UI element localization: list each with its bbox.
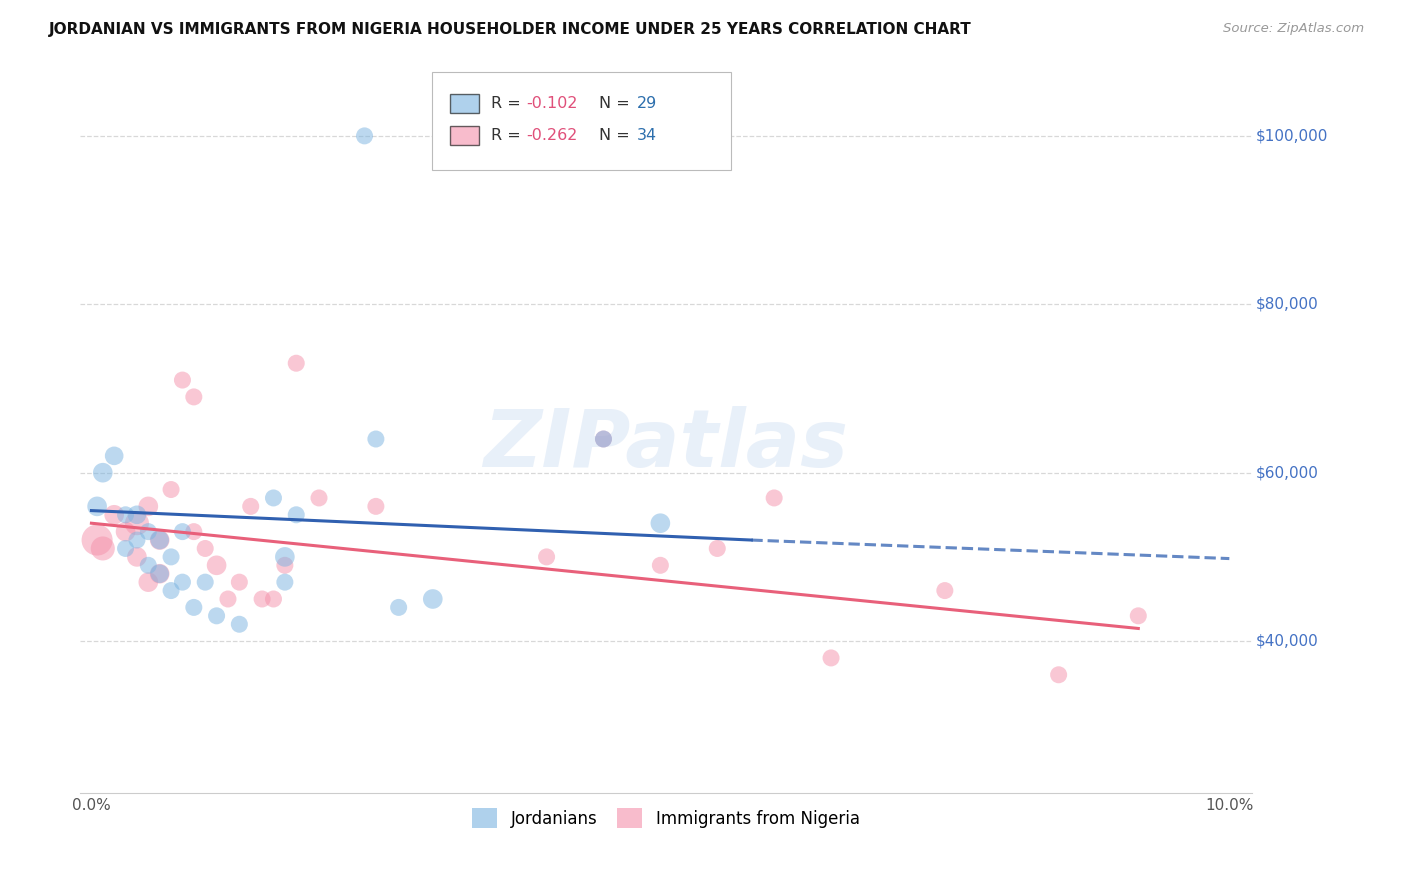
Point — [194, 541, 217, 556]
Point — [114, 541, 136, 556]
Text: ZIPatlas: ZIPatlas — [484, 406, 849, 484]
Point — [353, 128, 375, 143]
Point — [650, 558, 672, 573]
Text: $60,000: $60,000 — [1256, 466, 1319, 480]
Point — [136, 575, 159, 590]
FancyBboxPatch shape — [432, 72, 731, 169]
Text: -0.262: -0.262 — [527, 128, 578, 144]
Point — [592, 432, 614, 446]
Text: -0.102: -0.102 — [527, 95, 578, 111]
Point — [536, 549, 558, 564]
Point — [1128, 608, 1150, 623]
Point — [706, 541, 728, 556]
Text: $100,000: $100,000 — [1256, 128, 1329, 144]
Point — [364, 432, 387, 446]
FancyBboxPatch shape — [450, 94, 478, 112]
Text: N =: N = — [599, 95, 636, 111]
Point — [149, 533, 172, 547]
Point — [125, 549, 148, 564]
Point — [114, 508, 136, 522]
Point — [183, 600, 205, 615]
Point — [285, 356, 308, 370]
Point — [183, 390, 205, 404]
Point — [86, 500, 108, 514]
Point — [388, 600, 411, 615]
Text: JORDANIAN VS IMMIGRANTS FROM NIGERIA HOUSEHOLDER INCOME UNDER 25 YEARS CORRELATI: JORDANIAN VS IMMIGRANTS FROM NIGERIA HOU… — [49, 22, 972, 37]
Point — [103, 449, 125, 463]
Point — [263, 491, 285, 505]
Point — [86, 533, 108, 547]
Point — [217, 592, 239, 607]
Text: R =: R = — [492, 95, 526, 111]
Point — [149, 533, 172, 547]
Point — [91, 541, 114, 556]
Text: 29: 29 — [637, 95, 657, 111]
Text: R =: R = — [492, 128, 526, 144]
Point — [934, 583, 956, 598]
Point — [125, 516, 148, 531]
Point — [149, 566, 172, 581]
Text: Source: ZipAtlas.com: Source: ZipAtlas.com — [1223, 22, 1364, 36]
Point — [650, 516, 672, 531]
Point — [91, 466, 114, 480]
Point — [172, 524, 194, 539]
Point — [114, 524, 136, 539]
Point — [172, 373, 194, 387]
Text: $40,000: $40,000 — [1256, 633, 1319, 648]
Point — [103, 508, 125, 522]
Legend: Jordanians, Immigrants from Nigeria: Jordanians, Immigrants from Nigeria — [465, 801, 866, 835]
Point — [364, 500, 387, 514]
Point — [422, 592, 444, 607]
Point — [194, 575, 217, 590]
Point — [308, 491, 330, 505]
Point — [263, 592, 285, 607]
Point — [274, 558, 297, 573]
Point — [136, 500, 159, 514]
Text: N =: N = — [599, 128, 636, 144]
Point — [205, 558, 228, 573]
Point — [239, 500, 262, 514]
Point — [172, 575, 194, 590]
Point — [136, 524, 159, 539]
Point — [183, 524, 205, 539]
Text: $80,000: $80,000 — [1256, 297, 1319, 312]
Point — [160, 483, 183, 497]
Point — [205, 608, 228, 623]
Point — [125, 508, 148, 522]
Point — [160, 583, 183, 598]
Point — [228, 617, 250, 632]
Point — [763, 491, 786, 505]
Point — [274, 575, 297, 590]
Point — [149, 566, 172, 581]
Point — [274, 549, 297, 564]
FancyBboxPatch shape — [450, 127, 478, 145]
Point — [250, 592, 273, 607]
Point — [136, 558, 159, 573]
Point — [228, 575, 250, 590]
Point — [820, 651, 842, 665]
Point — [592, 432, 614, 446]
Point — [1047, 667, 1070, 681]
Point — [285, 508, 308, 522]
Point — [160, 549, 183, 564]
Point — [125, 533, 148, 547]
Text: 34: 34 — [637, 128, 657, 144]
